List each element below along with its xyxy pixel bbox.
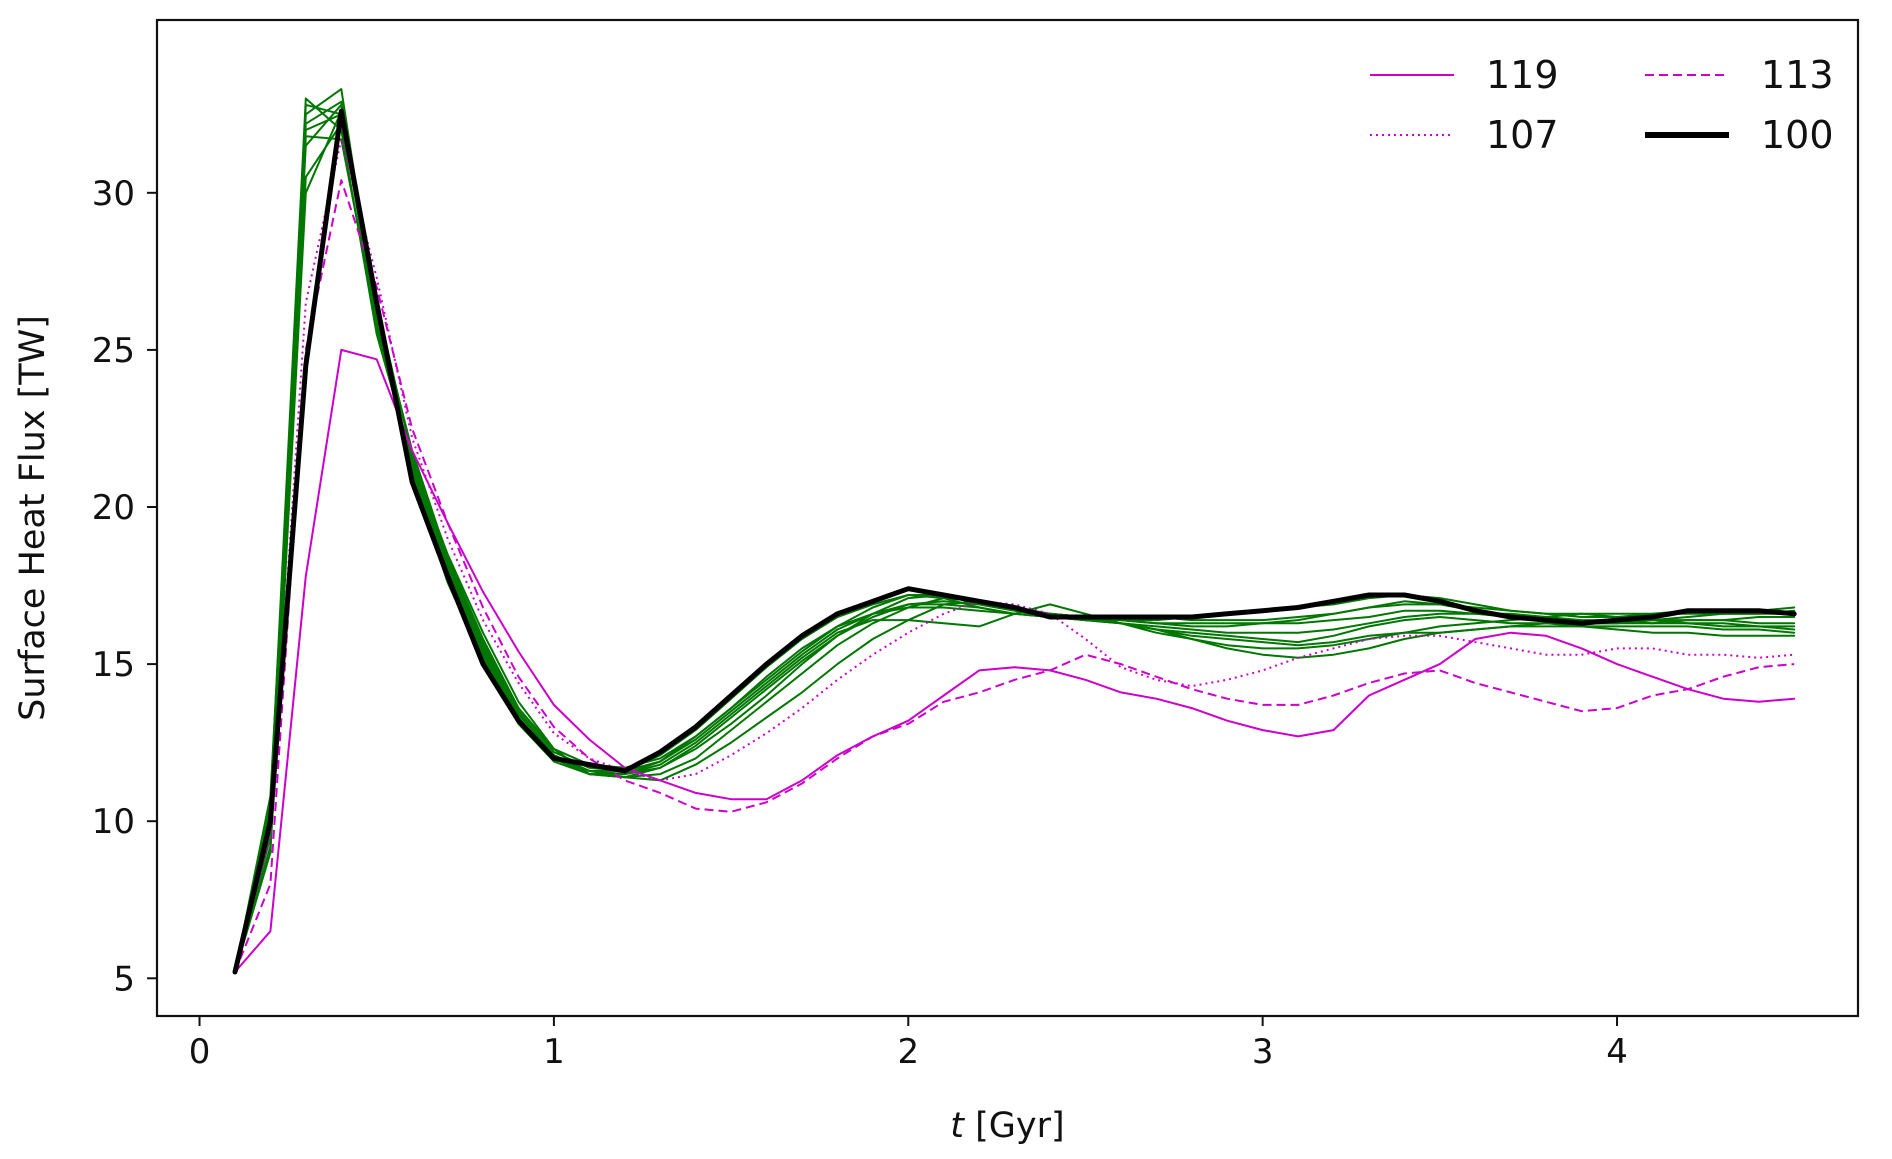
series-line-100: [232, 108, 1797, 975]
y-tick-label: 25: [92, 331, 135, 371]
y-tick-label: 20: [92, 488, 135, 528]
y-axis: 5 10 15 20 25 30: [92, 174, 157, 999]
legend-label-100: 100: [1761, 113, 1834, 157]
x-tick-label: 2: [897, 1032, 919, 1072]
y-tick-label: 10: [92, 802, 135, 842]
series-layer: [232, 88, 1797, 975]
plot-frame: [155, 18, 1860, 1018]
x-axis: 0 1 2 3 4: [189, 1016, 1628, 1072]
x-tick-label: 3: [1252, 1032, 1274, 1072]
series-line-119: [234, 348, 1796, 973]
x-tick-label: 0: [189, 1032, 211, 1072]
legend-label-119: 119: [1486, 53, 1559, 97]
x-axis-label: t [Gyr]: [950, 1106, 1064, 1146]
legend-label-113: 113: [1761, 53, 1834, 97]
series-line-107: [234, 138, 1795, 973]
legend-label-107: 107: [1486, 113, 1559, 157]
x-tick-label: 4: [1606, 1032, 1628, 1072]
y-axis-label: Surface Heat Flux [TW]: [13, 315, 53, 721]
series-line-113: [234, 179, 1795, 973]
x-axis-label-variable: t: [950, 1106, 965, 1146]
legend: 119 113 107 100: [1370, 53, 1834, 157]
y-tick-label: 5: [113, 959, 135, 999]
y-tick-label: 30: [92, 174, 135, 214]
x-axis-label-unit: [Gyr]: [964, 1106, 1065, 1146]
y-tick-label: 15: [92, 645, 135, 685]
x-tick-label: 1: [543, 1032, 565, 1072]
